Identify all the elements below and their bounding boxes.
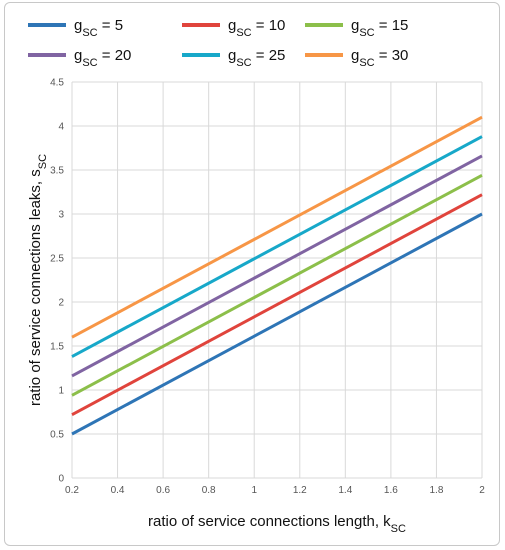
series-line-2: [71, 193, 483, 416]
y-tick-label: 3.5: [50, 166, 64, 177]
y-tick-label: 0.5: [50, 430, 64, 441]
series-line-4: [71, 154, 483, 378]
legend: gSC = 5 gSC = 10 gSC = 15 gSC = 20 gSC = 25 g…: [28, 17, 408, 69]
legend-label: gSC = 30: [351, 47, 408, 69]
y-tick-label: 1: [58, 386, 64, 397]
legend-label: gSC = 10: [228, 17, 285, 39]
x-tick-label: 1.4: [338, 485, 352, 496]
x-tick-label: 1: [251, 485, 257, 496]
x-axis-title: ratio of service connections length, kSC: [148, 513, 406, 535]
series-line-5: [71, 135, 483, 358]
tick-labels: 0.2 0.4 0.6 0.8 1 1.2 1.4 1.6 1.8 2 0 0.5 1 1.5 2 2.5 3 3…: [50, 78, 485, 497]
legend-label: gSC = 15: [351, 17, 408, 39]
x-tick-label: 1.2: [293, 485, 307, 496]
y-tick-label: 1.5: [50, 342, 64, 353]
series-group: [71, 115, 483, 436]
series-line-1: [71, 212, 483, 436]
y-tick-label: 4.5: [50, 78, 64, 89]
x-tick-label: 1.8: [429, 485, 443, 496]
x-tick-label: 0.8: [202, 485, 216, 496]
y-tick-label: 0: [58, 474, 64, 485]
x-tick-label: 2: [479, 485, 485, 496]
series-line-3: [71, 173, 483, 397]
chart-frame: [4, 2, 500, 546]
legend-label: gSC = 5: [74, 17, 123, 39]
legend-label: gSC = 25: [228, 47, 285, 69]
y-tick-label: 2: [58, 298, 64, 309]
y-tick-label: 3: [58, 210, 64, 221]
grid: [71, 81, 483, 479]
y-tick-label: 4: [58, 122, 64, 133]
y-axis-title: ratio of service connections leaks, sSC: [27, 154, 49, 406]
y-tick-label: 2.5: [50, 254, 64, 265]
x-tick-label: 1.6: [384, 485, 398, 496]
series-line-6: [71, 115, 483, 339]
x-tick-label: 0.4: [111, 485, 125, 496]
legend-label: gSC = 20: [74, 47, 131, 69]
x-tick-label: 0.6: [156, 485, 170, 496]
x-tick-label: 0.2: [65, 485, 79, 496]
